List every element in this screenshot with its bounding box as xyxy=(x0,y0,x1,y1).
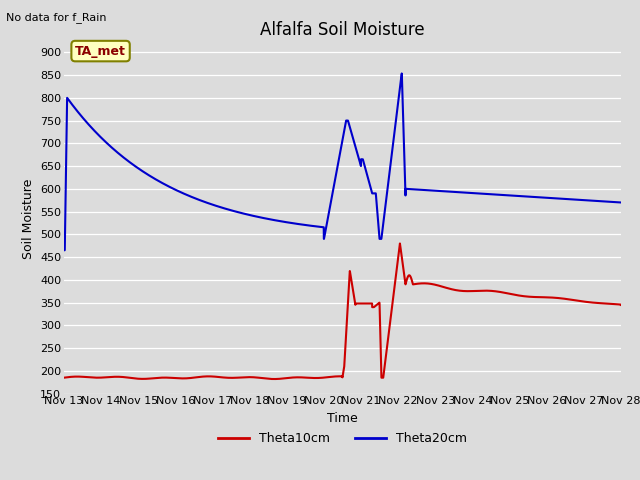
Legend: Theta10cm, Theta20cm: Theta10cm, Theta20cm xyxy=(212,427,472,450)
Title: Alfalfa Soil Moisture: Alfalfa Soil Moisture xyxy=(260,21,425,39)
Text: No data for f_Rain: No data for f_Rain xyxy=(6,12,107,23)
X-axis label: Time: Time xyxy=(327,412,358,425)
Text: TA_met: TA_met xyxy=(75,45,126,58)
Y-axis label: Soil Moisture: Soil Moisture xyxy=(22,178,35,259)
